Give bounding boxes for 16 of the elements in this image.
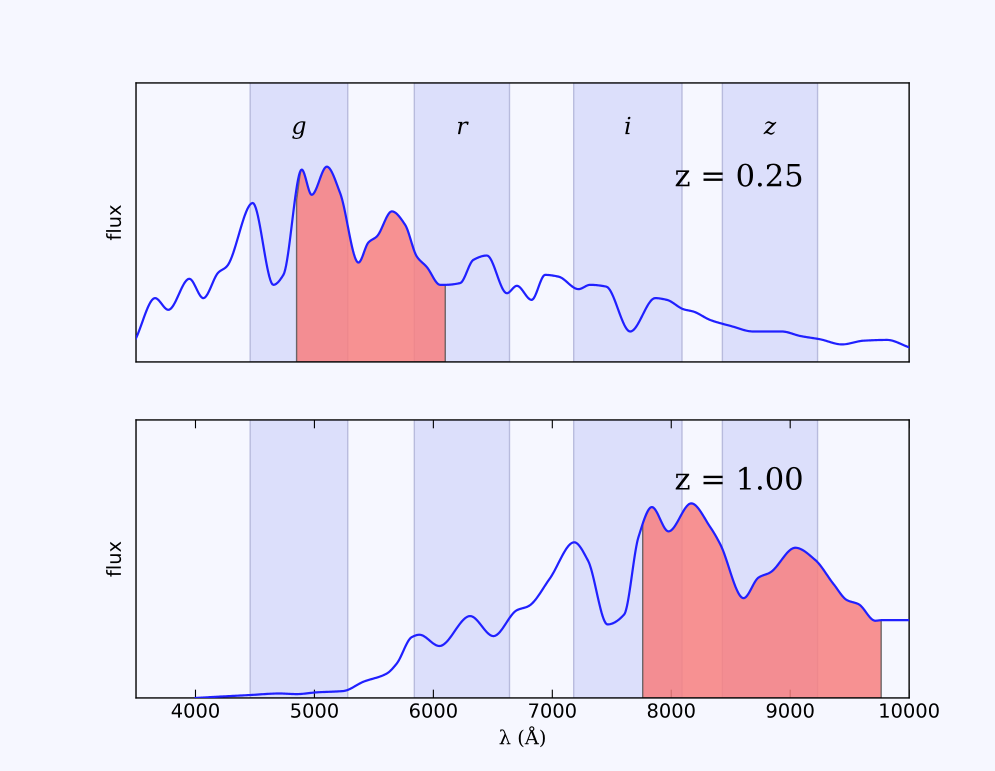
y-axis-title: flux bbox=[106, 205, 122, 240]
x-tick-label: 10000 bbox=[880, 703, 939, 718]
x-tick-label: 4000 bbox=[172, 703, 219, 718]
band-label: z bbox=[764, 121, 776, 135]
x-tick-label: 6000 bbox=[410, 703, 457, 718]
x-tick-label: 8000 bbox=[648, 703, 695, 718]
x-tick-label: 5000 bbox=[291, 703, 338, 718]
x-axis-title: λ (Å) bbox=[500, 726, 545, 748]
x-tick-label: 7000 bbox=[529, 703, 576, 718]
x-tick-label: 9000 bbox=[766, 703, 814, 718]
text: z = 1.00 bbox=[676, 466, 802, 490]
y-axis-title: flux bbox=[106, 542, 122, 577]
annotation: z = 0.25 bbox=[676, 164, 802, 187]
band-label: g bbox=[292, 121, 306, 140]
band-label: r bbox=[458, 122, 469, 134]
band-label: i bbox=[625, 116, 630, 134]
